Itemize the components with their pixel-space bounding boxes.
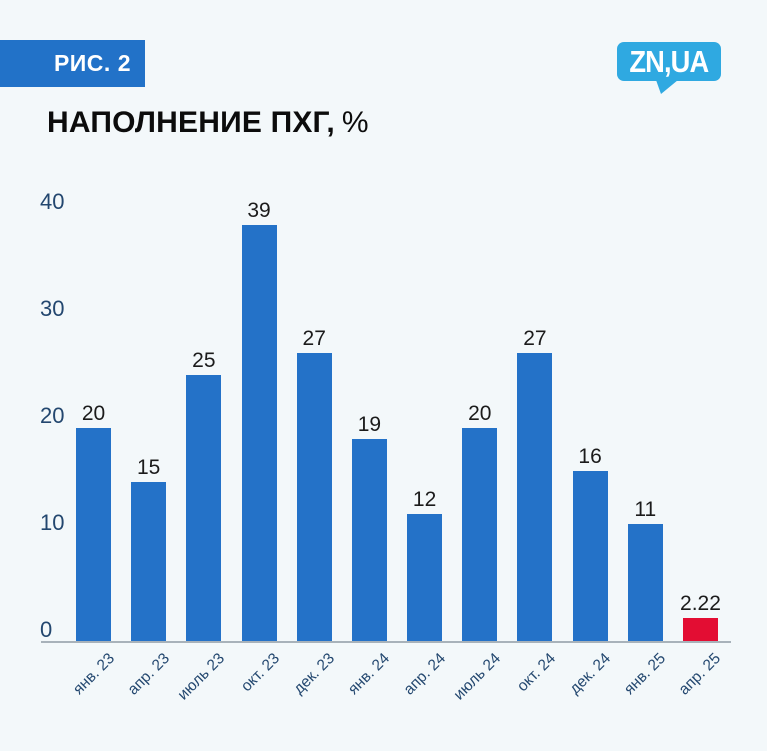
logo-box: ZN,UA bbox=[617, 42, 721, 81]
bar bbox=[462, 428, 498, 641]
bar bbox=[407, 513, 443, 641]
bar bbox=[517, 353, 553, 641]
bar-value-label: 27 bbox=[523, 327, 547, 351]
bar-value-label: 39 bbox=[247, 199, 271, 222]
bar bbox=[186, 374, 222, 641]
bar bbox=[351, 438, 387, 641]
y-axis-tick-label: 40 bbox=[40, 189, 65, 215]
bar-value-label: 16 bbox=[578, 444, 602, 468]
bar bbox=[241, 225, 277, 641]
y-axis-tick-label: 20 bbox=[40, 403, 65, 429]
bar-value-label: 27 bbox=[302, 327, 326, 351]
bar-value-label: 19 bbox=[357, 412, 382, 436]
bar bbox=[76, 428, 111, 641]
bar bbox=[296, 353, 332, 641]
bar-value-label: 12 bbox=[412, 487, 437, 511]
title-suffix: % bbox=[341, 106, 369, 139]
y-axis-tick-label: 0 bbox=[40, 617, 53, 642]
bar-value-label: 20 bbox=[468, 402, 492, 426]
figure-badge: РИС. 2 bbox=[0, 40, 145, 87]
bar-value-label: 20 bbox=[81, 402, 106, 426]
bar-value-label: 15 bbox=[136, 455, 161, 479]
title-main: НАПОЛНЕНИЕ ПХГ, bbox=[47, 106, 335, 139]
bar-value-label: 2.22 bbox=[680, 592, 721, 616]
y-axis-tick-label: 10 bbox=[40, 510, 65, 536]
page-title: НАПОЛНЕНИЕ ПХГ,% bbox=[47, 106, 369, 140]
bar bbox=[627, 524, 663, 641]
y-axis-tick-label: 30 bbox=[40, 296, 65, 322]
znua-logo: ZN,UA bbox=[617, 42, 721, 94]
logo-tail-icon bbox=[656, 80, 678, 94]
bar bbox=[682, 618, 718, 641]
bar bbox=[131, 481, 167, 641]
bar bbox=[572, 470, 608, 641]
bar-value-label: 11 bbox=[634, 498, 657, 522]
logo-text: ZN,UA bbox=[629, 43, 710, 79]
bar-value-label: 25 bbox=[192, 348, 216, 372]
x-axis-line bbox=[41, 641, 731, 643]
figure-badge-label: РИС. 2 bbox=[53, 50, 131, 76]
